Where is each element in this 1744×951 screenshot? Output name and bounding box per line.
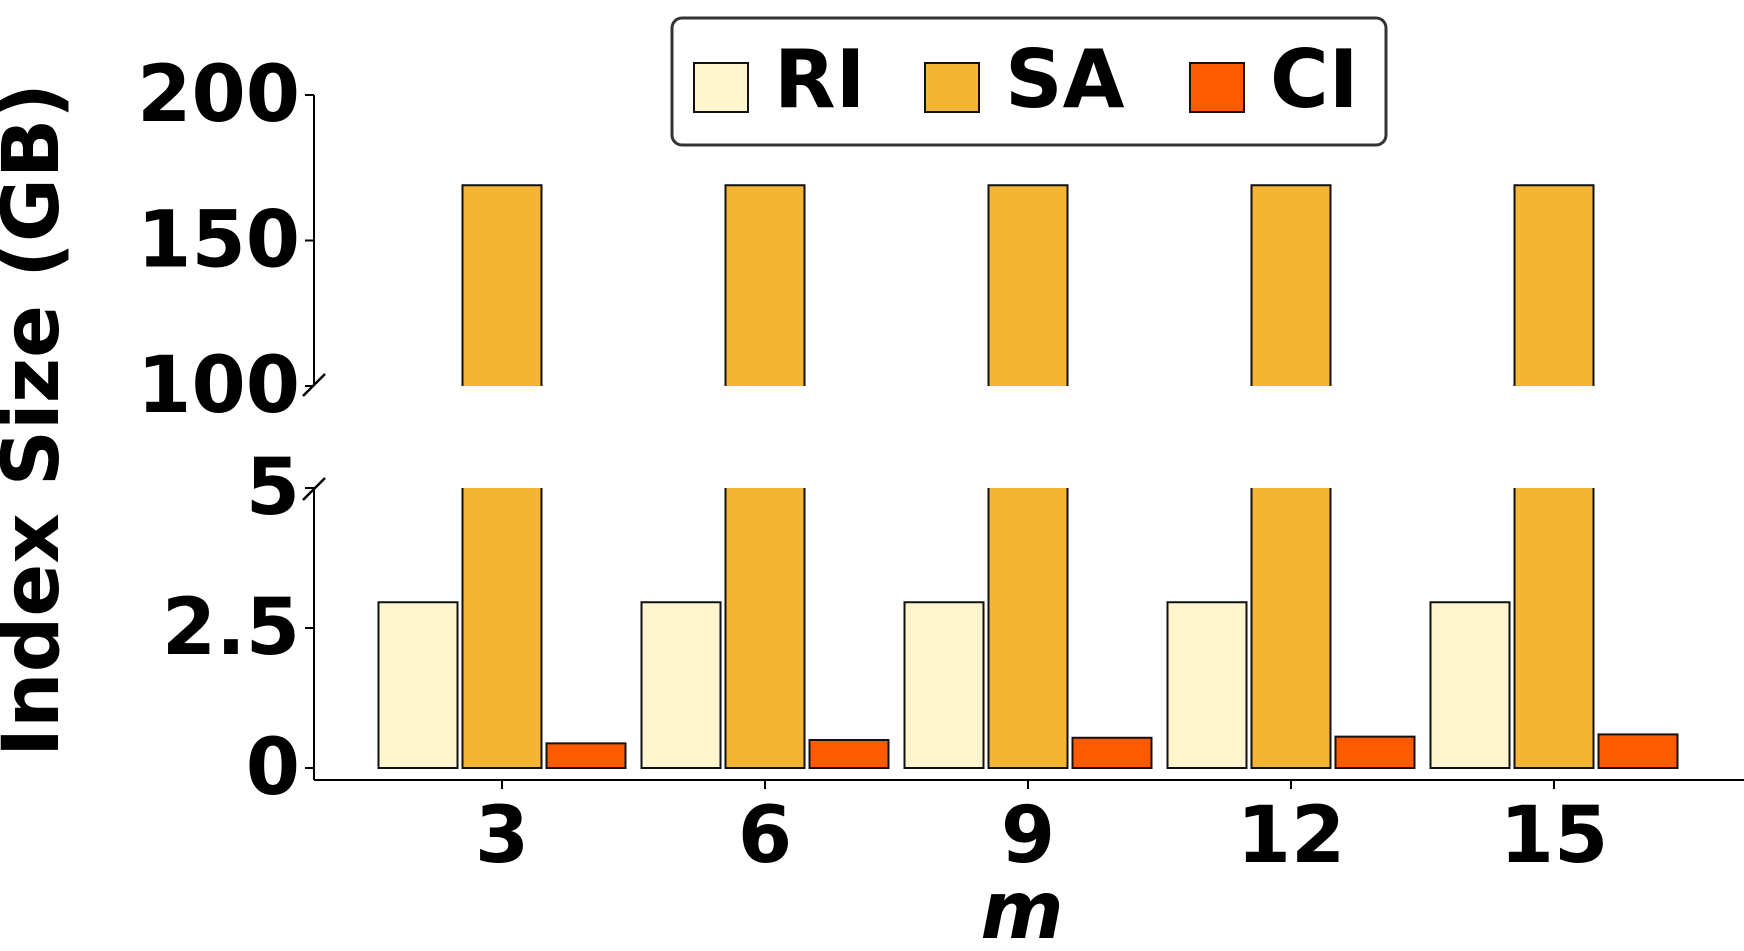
y-tick-label-top: 100 xyxy=(137,341,300,431)
x-tick-label: 12 xyxy=(1237,791,1346,881)
bar-sa-upper xyxy=(725,185,805,386)
bar-ri xyxy=(640,601,722,769)
x-tick-label: 3 xyxy=(475,791,529,881)
y-tick-label-bottom: 5 xyxy=(246,443,300,533)
bar-ci xyxy=(545,742,627,769)
bar-outline xyxy=(1513,184,1595,386)
bar-outline xyxy=(1513,488,1595,769)
y-tick-label-top: 150 xyxy=(137,196,300,286)
legend-swatch-sa xyxy=(924,62,980,113)
bar-ci xyxy=(1597,733,1679,770)
bar-sa-lower xyxy=(725,488,805,768)
bar-sa-lower xyxy=(462,488,542,768)
bars xyxy=(377,184,1679,770)
bar-ci xyxy=(808,739,890,769)
bar-outline xyxy=(1250,488,1332,769)
bar-sa-lower xyxy=(988,488,1068,768)
bar-outline xyxy=(987,184,1069,386)
y-axis-label: Index Size (GB) xyxy=(0,83,77,757)
y-tick-label-bottom: 2.5 xyxy=(162,583,300,673)
bar-outline xyxy=(724,184,806,386)
legend-swatch-ci xyxy=(1189,62,1245,113)
bar-outline xyxy=(1250,184,1332,386)
bar-sa-lower xyxy=(1251,488,1331,768)
bar-sa-upper xyxy=(1251,185,1331,386)
bar-ci xyxy=(1071,736,1153,770)
x-axis-label: m xyxy=(980,864,1063,951)
bar-ri xyxy=(903,601,985,769)
legend-swatch-ri xyxy=(693,62,749,113)
bar-ri xyxy=(1429,601,1511,769)
x-tick-label: 15 xyxy=(1500,791,1609,881)
bar-outline xyxy=(461,184,543,386)
x-tick-label: 9 xyxy=(1001,791,1055,881)
bar-ri xyxy=(1166,601,1248,769)
bar-sa-lower xyxy=(1514,488,1594,768)
y-tick-label-bottom: 0 xyxy=(246,723,300,813)
bar-outline xyxy=(987,488,1069,769)
bar-sa-upper xyxy=(462,185,542,386)
x-tick-label: 6 xyxy=(738,791,792,881)
legend-label-ri: RI xyxy=(774,33,865,126)
bar-ci xyxy=(1334,735,1416,770)
bar-outline xyxy=(724,488,806,769)
legend-box xyxy=(670,16,1388,147)
axes: 100 150 200 0 2.5 5 3 6 9 12 15 xyxy=(137,50,1744,881)
bar-sa-upper xyxy=(988,185,1068,386)
y-tick-label-top: 200 xyxy=(137,50,300,140)
legend-label-sa: SA xyxy=(1005,33,1125,126)
legend: RI SA CI xyxy=(670,16,1388,147)
bar-ri xyxy=(377,601,459,769)
legend-label-ci: CI xyxy=(1270,33,1358,126)
bar-outline xyxy=(461,488,543,769)
bar-sa-upper xyxy=(1514,185,1594,386)
